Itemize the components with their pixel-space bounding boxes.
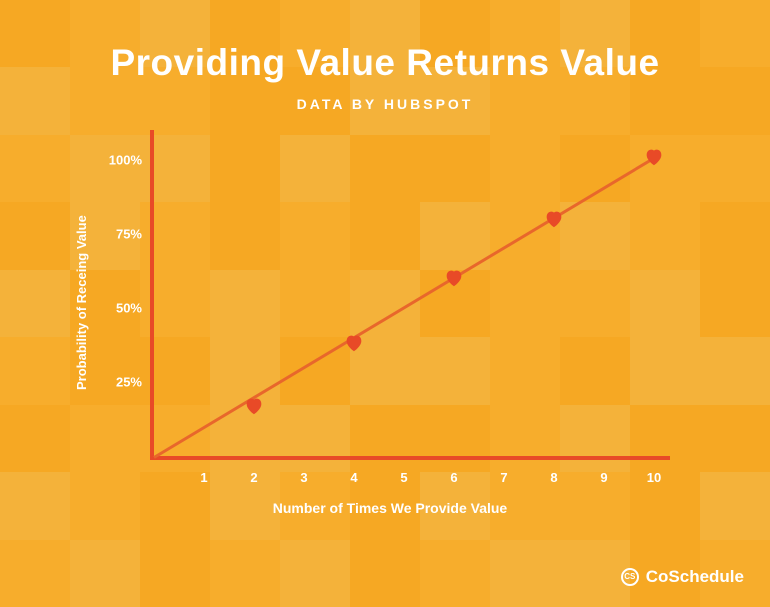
data-point-heart-icon [443,267,465,289]
x-tick: 9 [594,470,614,485]
trend-line [153,157,655,459]
y-tick: 25% [94,374,142,389]
data-point-heart-icon [343,332,365,354]
y-tick: 75% [94,226,142,241]
data-point-heart-icon [543,208,565,230]
x-axis-label: Number of Times We Provide Value [110,500,670,516]
brand-badge-icon: CS [621,568,639,586]
brand-logo: CS CoSchedule [621,567,744,587]
x-tick: 3 [294,470,314,485]
x-tick: 5 [394,470,414,485]
data-point-heart-icon [243,395,265,417]
x-tick: 7 [494,470,514,485]
plot-region [154,130,654,456]
x-tick: 1 [194,470,214,485]
brand-name: CoSchedule [646,567,744,587]
data-point-heart-icon [643,146,665,168]
x-tick: 10 [644,470,664,485]
chart-area: Probability of Receing Value Number of T… [110,130,670,500]
figure: Providing Value Returns Value DATA BY HU… [0,0,770,607]
y-tick: 100% [94,152,142,167]
x-axis-line [150,456,670,460]
y-axis-label: Probability of Receing Value [74,215,89,390]
chart-title: Providing Value Returns Value [0,42,770,84]
x-tick: 8 [544,470,564,485]
x-tick: 4 [344,470,364,485]
x-tick: 6 [444,470,464,485]
x-tick: 2 [244,470,264,485]
y-tick: 50% [94,300,142,315]
chart-subtitle: DATA BY HUBSPOT [0,96,770,112]
